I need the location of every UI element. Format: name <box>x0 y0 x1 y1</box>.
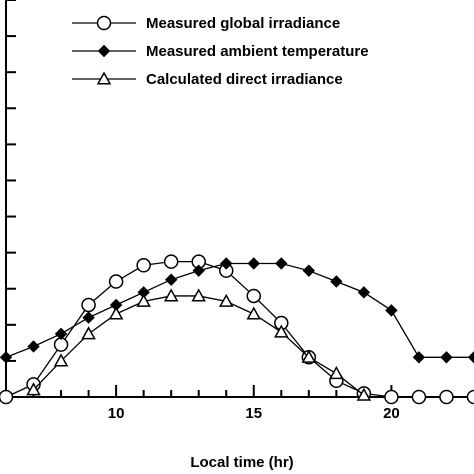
legend: Measured global irradiance Measured ambie… <box>72 15 369 88</box>
triangle-marker <box>218 293 234 307</box>
diamond-marker <box>220 257 233 270</box>
diamond-marker <box>54 327 68 341</box>
circle-marker <box>108 274 124 289</box>
circle-marker <box>0 389 14 405</box>
triangle-marker <box>163 288 179 302</box>
diamond-marker <box>192 264 205 277</box>
triangle-marker <box>108 306 124 320</box>
x-axis-title: Local time (hr) <box>190 454 293 471</box>
legend-entry-label: Calculated direct irradiance <box>146 71 343 88</box>
diamond-marker <box>440 351 453 364</box>
x-tick-label: 20 <box>383 405 400 422</box>
triangle-marker <box>246 306 262 320</box>
triangle-marker <box>356 387 372 401</box>
triangle-marker <box>96 71 112 85</box>
circle-marker <box>81 297 96 313</box>
diamond-marker <box>82 311 95 324</box>
x-tick-label: 15 <box>245 405 262 422</box>
circle-marker <box>246 288 262 304</box>
circle-marker <box>163 254 179 269</box>
circle-marker <box>411 389 427 405</box>
circle-marker <box>136 258 151 273</box>
triangle-marker <box>301 349 317 363</box>
diamond-marker <box>164 273 178 286</box>
diamond-marker <box>302 264 316 277</box>
diamond-marker <box>27 340 40 353</box>
triangle-marker <box>191 288 206 302</box>
triangle-marker <box>329 365 344 380</box>
legend-entry-label: Measured global irradiance <box>146 15 340 32</box>
x-ticks: 10 15 20 <box>5 385 474 422</box>
series <box>0 254 474 405</box>
series-line <box>33 295 365 396</box>
triangle-marker <box>136 293 151 307</box>
circle-marker <box>96 15 112 31</box>
triangle-marker <box>53 353 69 367</box>
series-3 <box>26 288 372 401</box>
circle-marker <box>53 337 69 352</box>
series-line <box>5 262 474 358</box>
x-tick-label: 10 <box>108 405 125 422</box>
series-line <box>5 261 474 398</box>
circle-marker <box>466 389 474 405</box>
y-ticks <box>6 0 16 362</box>
diamond-marker <box>247 257 260 270</box>
triangle-marker <box>81 326 96 340</box>
diamond-marker <box>385 304 398 317</box>
diamond-marker <box>97 44 111 58</box>
triangle-marker <box>274 324 289 338</box>
triangle-marker <box>26 382 41 396</box>
circle-marker <box>384 389 399 405</box>
diamond-marker <box>275 257 288 270</box>
diamond-marker <box>467 351 474 364</box>
series-2 <box>0 257 474 364</box>
legend-entry-label: Measured ambient temperature <box>146 43 369 60</box>
diamond-marker <box>412 351 426 364</box>
circle-marker <box>439 389 454 405</box>
diamond-marker <box>330 275 343 288</box>
diamond-marker <box>357 286 371 299</box>
diamond-marker <box>0 351 13 364</box>
